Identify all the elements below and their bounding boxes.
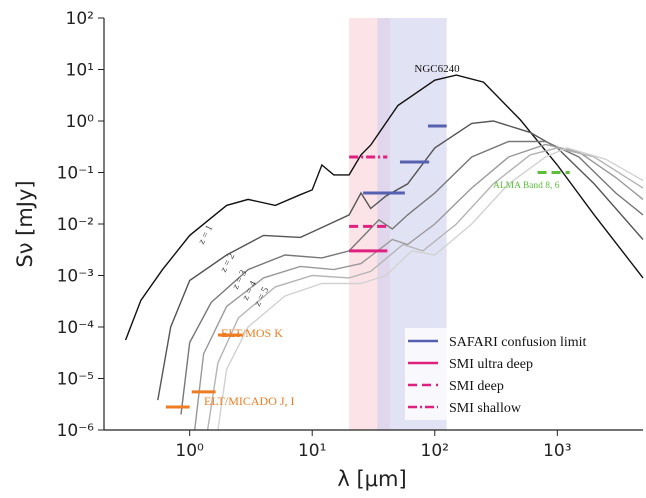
y-tick-label: 10²: [66, 9, 94, 29]
plot: [124, 74, 644, 431]
x-tick-label: 10¹: [298, 441, 326, 461]
y-tick-label: 10⁻¹: [57, 164, 94, 184]
legend-label: SAFARI confusion limit: [449, 335, 587, 350]
x-tick-label: 10³: [543, 441, 571, 461]
legend-box: [405, 328, 635, 420]
x-tick-label: 10²: [421, 441, 449, 461]
legend-label: SMI deep: [449, 379, 504, 394]
x-axis-label: λ [μm]: [337, 467, 406, 491]
sed-curve: [124, 74, 644, 341]
y-tick-label: 10⁻⁶: [57, 421, 95, 441]
instrument-label: ELT/MICADO J, I: [204, 394, 295, 408]
sed-curve: [194, 143, 644, 431]
y-tick-label: 10¹: [66, 61, 94, 81]
y-axis-label: Sν [mJy]: [13, 180, 37, 267]
curve-label: z = 2: [218, 251, 237, 274]
y-tick-label: 10⁻³: [57, 267, 94, 287]
x-tick-label: 10⁰: [175, 441, 204, 461]
instrument-label: ALMA Band 8, 6: [493, 181, 560, 191]
instrument-label: ELT/MOS K: [221, 326, 283, 340]
sed-curve: [206, 147, 644, 431]
legend-label: SMI shallow: [449, 401, 522, 416]
y-tick-label: 10⁰: [66, 112, 95, 132]
y-tick-label: 10⁻⁵: [57, 370, 94, 390]
y-tick-label: 10⁻⁴: [57, 318, 95, 338]
y-tick-label: 10⁻²: [57, 215, 94, 235]
curve-label: NGC6240: [414, 63, 460, 75]
legend-label: SMI ultra deep: [449, 357, 533, 372]
sed-curve: [157, 120, 644, 401]
sed-curve: [217, 147, 644, 431]
curve-label: z = 1: [196, 223, 215, 246]
